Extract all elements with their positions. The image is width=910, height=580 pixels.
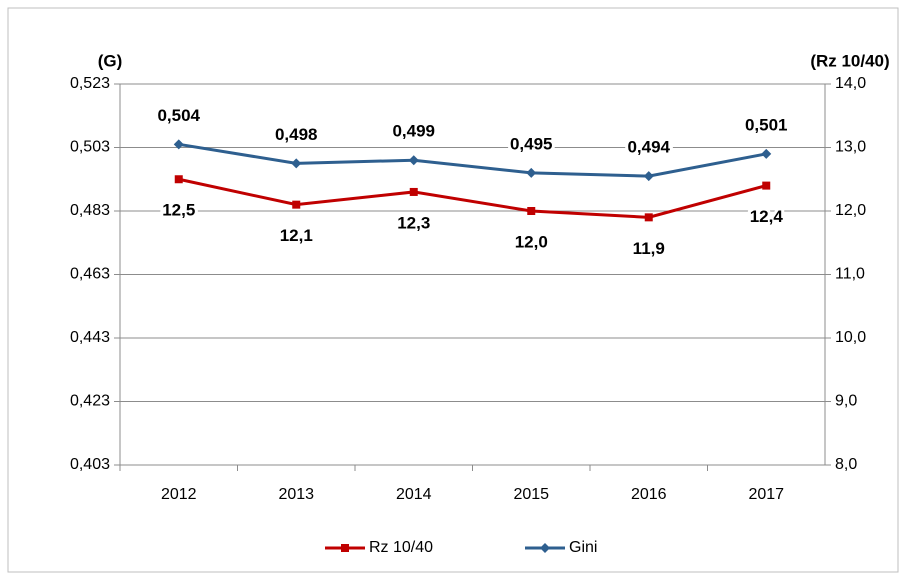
y2-tick-label: 12,0	[835, 202, 866, 219]
data-label: 0,494	[627, 138, 670, 157]
y2-tick-label: 13,0	[835, 139, 866, 156]
x-tick-label: 2012	[161, 486, 197, 503]
data-label: 12,5	[162, 201, 195, 220]
x-tick-label: 2016	[631, 486, 667, 503]
marker	[526, 167, 537, 178]
data-label: 0,498	[275, 125, 318, 144]
marker	[540, 543, 550, 553]
marker	[643, 171, 654, 182]
marker	[174, 175, 183, 184]
data-label: 0,499	[392, 122, 435, 141]
data-label: 12,0	[515, 232, 548, 251]
x-tick-label: 2013	[278, 486, 314, 503]
data-label: 0,501	[745, 115, 788, 134]
marker	[291, 158, 302, 169]
series-line	[178, 177, 767, 219]
marker	[408, 155, 419, 166]
data-label: 12,1	[280, 226, 313, 245]
marker	[173, 139, 184, 150]
y-tick-label: 0,523	[70, 75, 110, 92]
marker	[409, 187, 418, 196]
x-tick-label: 2015	[513, 486, 549, 503]
chart-border	[7, 7, 899, 573]
marker	[341, 544, 349, 552]
y2-tick-label: 9,0	[835, 393, 857, 410]
y-axis-label: (G)	[98, 51, 123, 70]
y-tick-label: 0,403	[70, 456, 110, 473]
legend-label: Rz 10/40	[369, 539, 433, 556]
y2-tick-label: 14,0	[835, 75, 866, 92]
legend-label: Gini	[569, 539, 597, 556]
series-line	[178, 142, 767, 178]
y-tick-label: 0,423	[70, 393, 110, 410]
y2-axis-label: (Rz 10/40)	[810, 51, 889, 70]
data-label: 0,495	[510, 134, 553, 153]
data-label: 12,4	[750, 207, 784, 226]
y-tick-label: 0,503	[70, 139, 110, 156]
y2-tick-label: 8,0	[835, 456, 857, 473]
y2-tick-label: 11,0	[835, 266, 865, 283]
marker	[644, 213, 653, 222]
x-tick-label: 2014	[396, 486, 432, 503]
marker	[527, 207, 536, 215]
marker	[762, 181, 771, 190]
marker	[761, 148, 772, 159]
y-tick-label: 0,443	[70, 329, 110, 346]
marker	[292, 200, 301, 209]
y-tick-label: 0,463	[70, 266, 110, 283]
y-tick-label: 0,483	[70, 202, 110, 219]
data-label: 12,3	[397, 213, 430, 232]
data-label: 0,504	[157, 106, 200, 125]
data-label: 11,9	[633, 239, 665, 258]
x-tick-label: 2017	[748, 486, 784, 503]
y2-tick-label: 10,0	[835, 329, 866, 346]
